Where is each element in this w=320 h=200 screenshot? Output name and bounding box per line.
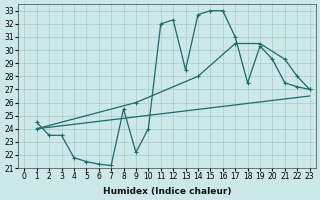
X-axis label: Humidex (Indice chaleur): Humidex (Indice chaleur)	[103, 187, 231, 196]
